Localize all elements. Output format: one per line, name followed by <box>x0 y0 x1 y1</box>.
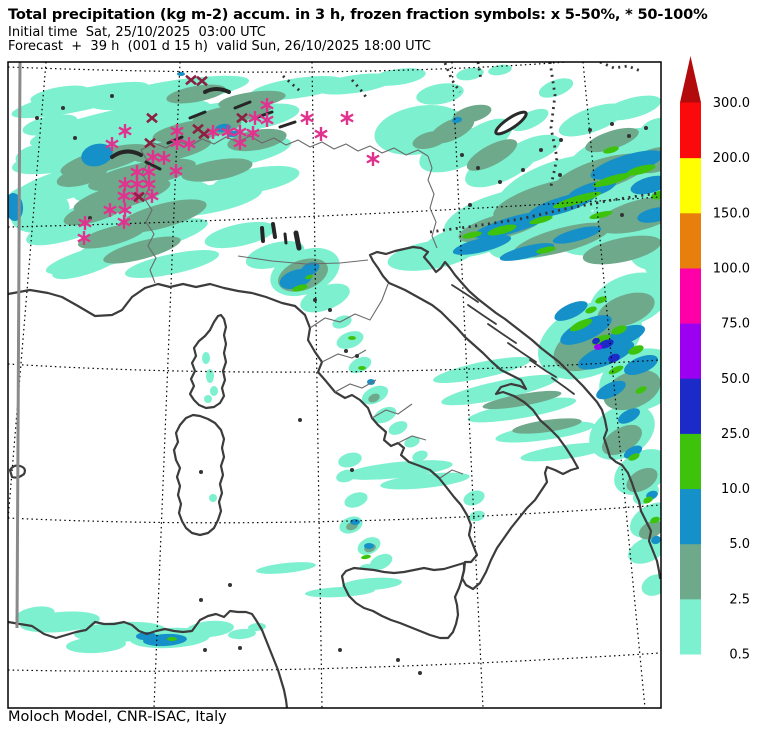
forecast-valid-label: Forecast + 39 h (001 d 15 h) valid Sun, … <box>8 39 431 54</box>
asterisk-symbol <box>118 203 132 217</box>
colorbar-overflow-arrow <box>680 56 701 103</box>
asterisk-symbol <box>142 165 156 179</box>
colorbar-label: 25.0 <box>721 427 750 442</box>
frozen-fraction-symbols <box>77 74 380 245</box>
coastlines <box>8 245 661 708</box>
asterisk-symbol <box>248 111 262 125</box>
colorbar-segment <box>680 323 701 379</box>
region-borders <box>140 135 464 479</box>
colorbar-label: 150.0 <box>713 206 750 221</box>
colorbar-label: 10.0 <box>721 482 750 497</box>
cross-symbol <box>185 74 197 86</box>
model-credit: Moloch Model, CNR-ISAC, Italy <box>8 709 227 725</box>
asterisk-symbol <box>233 136 247 150</box>
colorbar: 0.5 2.5 5.0 10.0 25.0 50.0 75.0 100.0 150.0 200.0… <box>680 56 750 663</box>
page-title: Total precipitation (kg m-2) accum. in 3… <box>8 6 708 23</box>
cross-symbol <box>144 137 156 149</box>
colorbar-segment <box>680 102 701 159</box>
colorbar-segment <box>680 598 701 655</box>
colorbar-segment <box>680 157 701 214</box>
cross-symbol <box>196 75 208 87</box>
colorbar-label: 50.0 <box>721 372 750 387</box>
asterisk-symbol <box>145 189 159 203</box>
graticule <box>8 62 661 708</box>
asterisk-symbol <box>182 137 196 151</box>
colorbar-label: 75.0 <box>721 317 750 332</box>
asterisk-symbol <box>105 137 119 151</box>
colorbar-label: 100.0 <box>713 261 750 276</box>
asterisk-symbol <box>366 152 380 166</box>
asterisk-symbol <box>157 151 171 165</box>
colorbar-label: 300.0 <box>713 96 750 111</box>
domain-edge-line <box>15 61 22 629</box>
asterisk-symbol <box>169 164 183 178</box>
cross-symbol <box>133 191 145 203</box>
asterisk-symbol <box>170 124 184 138</box>
asterisk-symbol <box>206 125 220 139</box>
asterisk-symbol <box>340 111 354 125</box>
asterisk-symbol <box>260 98 274 112</box>
asterisk-symbol <box>130 165 144 179</box>
lake-balaton <box>494 110 528 136</box>
colorbar-segment <box>680 267 701 324</box>
precipitation-field <box>8 64 661 654</box>
colorbar-segment <box>680 543 701 600</box>
asterisk-symbol <box>117 215 131 229</box>
colorbar-segment <box>680 378 701 434</box>
colorbar-segment <box>680 488 701 545</box>
map-frame <box>7 61 662 709</box>
asterisk-symbol <box>77 231 91 245</box>
asterisk-symbol <box>118 177 132 191</box>
asterisk-symbol <box>246 126 260 140</box>
asterisk-symbol <box>118 124 132 138</box>
asterisk-symbol <box>117 189 131 203</box>
colorbar-label: 5.0 <box>729 537 750 552</box>
terrain-marks <box>35 62 659 675</box>
asterisk-symbol <box>142 177 156 191</box>
colorbar-label: 200.0 <box>713 151 750 166</box>
initial-time-label: Initial time Sat, 25/10/2025 03:00 UTC <box>8 25 266 40</box>
cross-symbol <box>198 128 210 140</box>
colorbar-label: 2.5 <box>729 592 750 607</box>
asterisk-symbol <box>146 150 160 164</box>
cross-symbol <box>236 112 248 124</box>
asterisk-symbol <box>260 113 274 127</box>
asterisk-symbol <box>130 177 144 191</box>
asterisk-symbol <box>314 127 328 141</box>
asterisk-symbol <box>78 216 92 230</box>
cross-symbol <box>146 112 158 124</box>
asterisk-symbol <box>170 136 184 150</box>
colorbar-segment <box>680 212 701 269</box>
colorbar-label: 0.5 <box>729 648 750 663</box>
asterisk-symbol <box>221 125 235 139</box>
asterisk-symbol <box>300 111 314 125</box>
colorbar-segment <box>680 433 701 490</box>
asterisk-symbol <box>103 203 117 217</box>
